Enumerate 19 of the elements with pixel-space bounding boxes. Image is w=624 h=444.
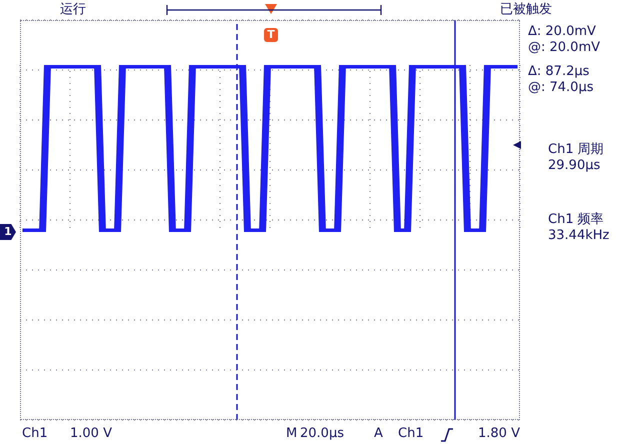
text: @: 74.0µs [528,80,594,96]
text: 1.00 V [70,426,112,442]
text: M [286,426,298,442]
text: Ch1 频率 [548,212,604,228]
text: A [374,426,383,442]
text: Ch1 [22,426,48,442]
text: 33.44kHz [548,228,610,244]
text: @: 20.0mV [528,40,600,56]
text: 已被触发 [500,2,552,18]
text: 运行 [60,2,86,18]
text: Ch1 [398,426,424,442]
text: 1 [0,224,16,240]
text: 20.0µs [300,426,344,442]
text: 29.90µs [548,158,600,174]
text: 1.80 V [478,426,520,442]
text: Ch1 周期 [548,142,604,158]
text: T [264,28,278,42]
text: Δ: 20.0mV [528,24,596,40]
text: Δ: 87.2µs [528,64,590,80]
